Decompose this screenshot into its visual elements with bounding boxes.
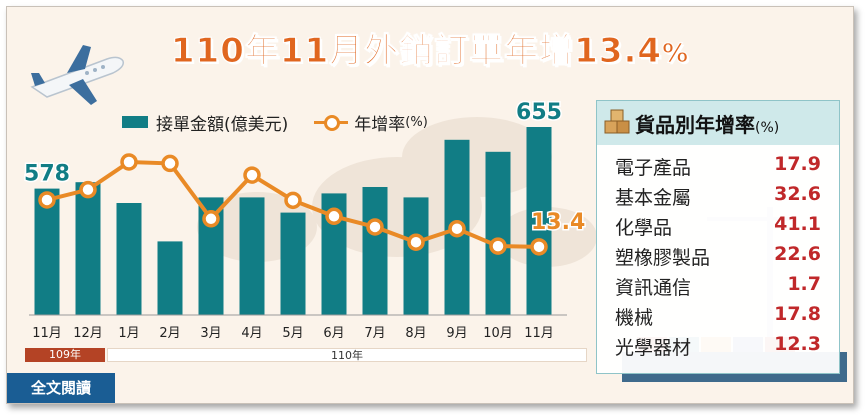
- list-item: 基本金屬 32.6: [615, 183, 827, 213]
- x-tick-label: 10月: [483, 326, 513, 341]
- panel-title: 貨品別年增率(%): [635, 109, 779, 138]
- bar: [526, 127, 552, 315]
- line-point: [243, 166, 261, 184]
- x-tick-label: 8月: [405, 326, 426, 341]
- background-art: 11月 12月 1月 2月 3月 4月 5月 6月 7月 8月 9月 10月 11月 578 655 13.…: [23, 45, 847, 382]
- x-tick-label: 4月: [241, 326, 262, 341]
- item-name: 化學品: [615, 217, 673, 239]
- bar: [116, 203, 142, 315]
- title-text: 110年11月外銷訂單年增13.4: [170, 31, 663, 72]
- x-tick-label: 6月: [323, 326, 344, 341]
- item-value: 17.8: [774, 303, 821, 325]
- panel-header: 貨品別年增率(%): [597, 101, 839, 145]
- list-item: 塑橡膠製品 22.6: [615, 243, 827, 273]
- item-name: 光學器材: [615, 337, 692, 359]
- line-point: [407, 233, 425, 251]
- x-tick-label: 11月: [32, 326, 62, 341]
- airplane-icon: [30, 45, 125, 105]
- bar: [34, 188, 60, 315]
- bar: [485, 151, 511, 315]
- x-tick-label: 12月: [73, 326, 103, 341]
- line-point: [530, 238, 548, 256]
- page-title: 110年11月外銷訂單年增13.4%: [7, 23, 853, 72]
- title-percent-sign: %: [662, 39, 690, 70]
- list-item: 電子產品 17.9: [615, 153, 827, 183]
- panel-title-text: 貨品別年增率: [635, 113, 755, 137]
- bar: [75, 182, 101, 315]
- data-label: 655: [516, 100, 562, 125]
- x-tick-label: 5月: [282, 326, 303, 341]
- x-axis-labels: 11月 12月 1月 2月 3月 4月 5月 6月 7月 8月 9月 10月 11月: [32, 326, 554, 341]
- line-point: [161, 154, 179, 173]
- x-tick-label: 11月: [524, 326, 554, 341]
- data-label: 13.4: [531, 210, 585, 235]
- line-point: [38, 191, 56, 209]
- line-point: [202, 210, 220, 228]
- line-point: [325, 207, 343, 226]
- read-full-text-link[interactable]: 全文閱讀: [7, 373, 115, 403]
- list-item: 化學品 41.1: [615, 213, 827, 243]
- item-value: 41.1: [774, 213, 821, 235]
- x-tick-label: 2月: [159, 326, 180, 341]
- line-legend-label: 年增率: [354, 114, 406, 135]
- year-band-110: 110年: [107, 348, 587, 362]
- line-point: [366, 218, 384, 236]
- data-label: 578: [24, 162, 70, 187]
- line-point: [448, 219, 466, 238]
- list-item: 光學器材 12.3: [615, 333, 827, 363]
- boxes-icon: [604, 109, 630, 134]
- bar: [280, 212, 306, 315]
- item-name: 塑橡膠製品: [615, 247, 711, 269]
- line-point: [79, 180, 97, 199]
- product-growth-panel: 貨品別年增率(%) 電子產品 17.9 基本金屬 32.6 化學品 41.1 塑橡膠製…: [596, 100, 840, 374]
- bar-legend-label: 接單金額(億美元): [156, 114, 289, 135]
- bar: [239, 197, 265, 315]
- line-legend-marker: [314, 114, 349, 131]
- bar-legend-swatch: [122, 116, 148, 128]
- item-value: 32.6: [774, 183, 821, 205]
- chart-legend: 接單金額(億美元) 年增率 (%): [122, 109, 428, 135]
- line-point: [120, 153, 138, 171]
- bar: [157, 241, 183, 315]
- item-value: 17.9: [774, 153, 821, 175]
- x-tick-label: 1月: [118, 326, 139, 341]
- infographic-card: 11月 12月 1月 2月 3月 4月 5月 6月 7月 8月 9月 10月 11月 578 655 13.…: [6, 6, 854, 404]
- x-tick-label: 9月: [446, 326, 467, 341]
- year-band-109: 109年: [25, 348, 105, 362]
- panel-title-unit: (%): [755, 120, 780, 136]
- item-name: 機械: [615, 307, 654, 329]
- line-legend-unit: (%): [405, 114, 428, 130]
- item-value: 1.7: [787, 273, 821, 295]
- x-tick-label: 3月: [200, 326, 221, 341]
- x-tick-label: 7月: [364, 326, 385, 341]
- data-labels: 578 655 13.4: [23, 99, 587, 237]
- list-item: 資訊通信 1.7: [615, 273, 827, 303]
- bar-series: [29, 127, 567, 316]
- line-point: [489, 237, 507, 255]
- item-value: 22.6: [774, 243, 821, 265]
- line-series: [38, 153, 548, 256]
- list-item: 機械 17.8: [615, 303, 827, 333]
- item-name: 基本金屬: [615, 187, 692, 209]
- bar: [403, 197, 429, 315]
- bar: [362, 187, 388, 315]
- item-value: 12.3: [774, 333, 821, 355]
- item-name: 電子產品: [615, 157, 692, 179]
- line-point: [284, 191, 302, 210]
- item-name: 資訊通信: [615, 277, 692, 299]
